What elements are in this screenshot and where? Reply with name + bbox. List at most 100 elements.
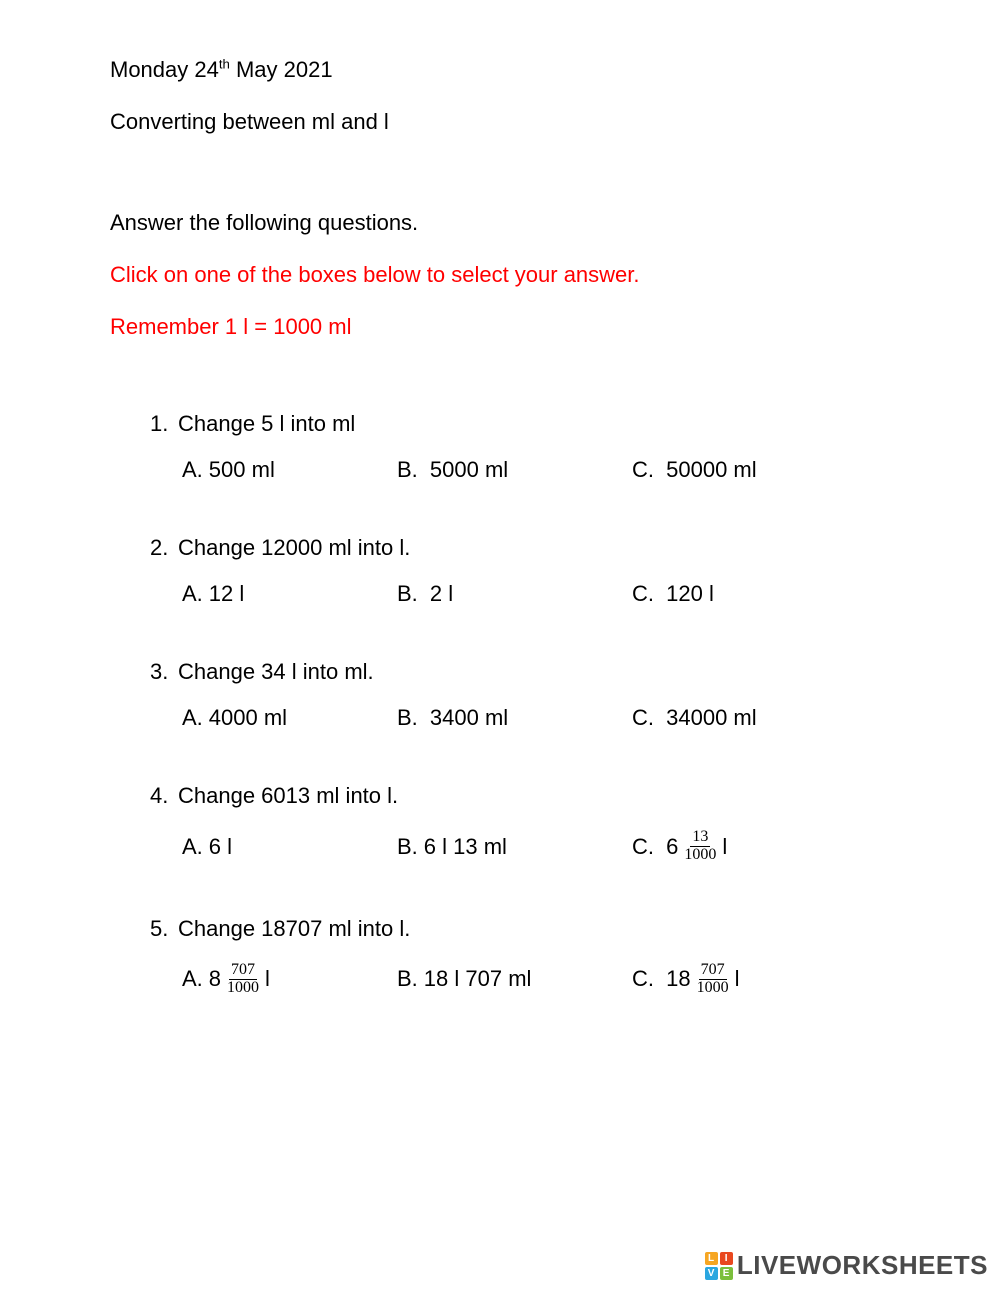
option-label-a: A. (182, 834, 203, 860)
subtitle: Converting between ml and l (110, 107, 890, 137)
fraction-denominator: 1000 (695, 980, 731, 997)
fraction-numerator: 707 (229, 962, 257, 980)
option-value: 2 l (430, 581, 453, 607)
instruction: Answer the following questions. (110, 208, 890, 238)
watermark-icon: L I V E (705, 1252, 733, 1280)
option-label-a: A. (182, 457, 203, 483)
question-text: Change 6013 ml into l. (178, 783, 398, 808)
question-stem: 4.Change 6013 ml into l. (150, 783, 890, 809)
question-stem: 3.Change 34 l into ml. (150, 659, 890, 685)
wm-cell-e: E (720, 1267, 733, 1280)
fraction-denominator: 1000 (682, 847, 718, 864)
option-label-b: B. (397, 966, 418, 992)
option-prefix: 6 (666, 834, 678, 860)
option-c[interactable]: C. 120 l (632, 581, 714, 607)
option-value: 500 ml (209, 457, 275, 483)
fraction-numerator: 13 (690, 829, 710, 847)
option-c[interactable]: C. 34000 ml (632, 705, 757, 731)
option-label-b: B. (397, 581, 418, 607)
fraction: 707 1000 (225, 962, 261, 997)
option-suffix: l (265, 966, 270, 992)
question-number: 2. (150, 535, 178, 561)
spacer (110, 158, 890, 208)
option-b[interactable]: B.18 l 707 ml (397, 966, 632, 992)
option-c[interactable]: C. 18 707 1000 l (632, 962, 740, 997)
option-b[interactable]: B. 3400 ml (397, 705, 632, 731)
watermark-rest: WORKSHEETS (797, 1250, 988, 1280)
wm-cell-i: I (720, 1252, 733, 1265)
option-value: 12 l (209, 581, 244, 607)
options-row: A.12 l B. 2 l C. 120 l (150, 581, 890, 607)
option-prefix: 8 (209, 966, 221, 992)
date-suffix: May 2021 (230, 57, 333, 82)
watermark-live: LIVE (737, 1250, 797, 1280)
question-1: 1.Change 5 l into ml A.500 ml B. 5000 ml… (150, 411, 890, 483)
date-prefix: Monday 24 (110, 57, 219, 82)
question-text: Change 34 l into ml. (178, 659, 374, 684)
option-value: 120 l (666, 581, 714, 607)
option-a[interactable]: A.4000 ml (182, 705, 397, 731)
option-label-c: C. (632, 834, 654, 860)
fraction-denominator: 1000 (225, 980, 261, 997)
options-row: A.4000 ml B. 3400 ml C. 34000 ml (150, 705, 890, 731)
question-number: 3. (150, 659, 178, 685)
fraction: 707 1000 (695, 962, 731, 997)
option-label-b: B. (397, 834, 418, 860)
question-number: 4. (150, 783, 178, 809)
option-b[interactable]: B.6 l 13 ml (397, 834, 632, 860)
date-line: Monday 24th May 2021 (110, 55, 890, 85)
question-4: 4.Change 6013 ml into l. A.6 l B.6 l 13 … (150, 783, 890, 864)
option-prefix: 18 (666, 966, 690, 992)
option-value: 6 l (209, 834, 232, 860)
options-row: A.500 ml B. 5000 ml C. 50000 ml (150, 457, 890, 483)
option-value: 5000 ml (430, 457, 508, 483)
option-label-c: C. (632, 581, 654, 607)
option-suffix: l (735, 966, 740, 992)
liveworksheets-watermark: L I V E LIVEWORKSHEETS (705, 1250, 988, 1281)
questions-list: 1.Change 5 l into ml A.500 ml B. 5000 ml… (110, 411, 890, 996)
option-label-a: A. (182, 966, 203, 992)
question-2: 2.Change 12000 ml into l. A.12 l B. 2 l … (150, 535, 890, 607)
option-value: 6 l 13 ml (424, 834, 507, 860)
worksheet-page: Monday 24th May 2021 Converting between … (0, 0, 1000, 1291)
question-5: 5.Change 18707 ml into l. A. 8 707 1000 … (150, 916, 890, 997)
watermark-text: LIVEWORKSHEETS (737, 1250, 988, 1281)
question-3: 3.Change 34 l into ml. A.4000 ml B. 3400… (150, 659, 890, 731)
option-c[interactable]: C. 50000 ml (632, 457, 757, 483)
option-label-a: A. (182, 581, 203, 607)
hint-click: Click on one of the boxes below to selec… (110, 260, 890, 290)
option-label-b: B. (397, 457, 418, 483)
option-b[interactable]: B. 5000 ml (397, 457, 632, 483)
option-value: 34000 ml (666, 705, 757, 731)
date-ordinal: th (219, 57, 230, 72)
option-a[interactable]: A.500 ml (182, 457, 397, 483)
fraction-numerator: 707 (699, 962, 727, 980)
option-value: 18 l 707 ml (424, 966, 532, 992)
wm-cell-v: V (705, 1267, 718, 1280)
question-text: Change 12000 ml into l. (178, 535, 410, 560)
option-a[interactable]: A. 8 707 1000 l (182, 962, 397, 997)
hint-conversion: Remember 1 l = 1000 ml (110, 312, 890, 342)
option-label-c: C. (632, 705, 654, 731)
question-stem: 1.Change 5 l into ml (150, 411, 890, 437)
option-label-a: A. (182, 705, 203, 731)
option-c[interactable]: C. 6 13 1000 l (632, 829, 727, 864)
question-number: 5. (150, 916, 178, 942)
fraction: 13 1000 (682, 829, 718, 864)
option-suffix: l (722, 834, 727, 860)
option-value: 4000 ml (209, 705, 287, 731)
option-value: 3400 ml (430, 705, 508, 731)
option-label-b: B. (397, 705, 418, 731)
wm-cell-l: L (705, 1252, 718, 1265)
options-row: A. 8 707 1000 l B.18 l 707 ml C. 18 707 … (150, 962, 890, 997)
option-b[interactable]: B. 2 l (397, 581, 632, 607)
question-text: Change 5 l into ml (178, 411, 355, 436)
question-text: Change 18707 ml into l. (178, 916, 410, 941)
options-row: A. 6 l B.6 l 13 ml C. 6 13 1000 l (150, 829, 890, 864)
option-label-c: C. (632, 457, 654, 483)
option-value: 50000 ml (666, 457, 757, 483)
question-stem: 2.Change 12000 ml into l. (150, 535, 890, 561)
option-a[interactable]: A.12 l (182, 581, 397, 607)
option-a[interactable]: A. 6 l (182, 834, 397, 860)
question-number: 1. (150, 411, 178, 437)
